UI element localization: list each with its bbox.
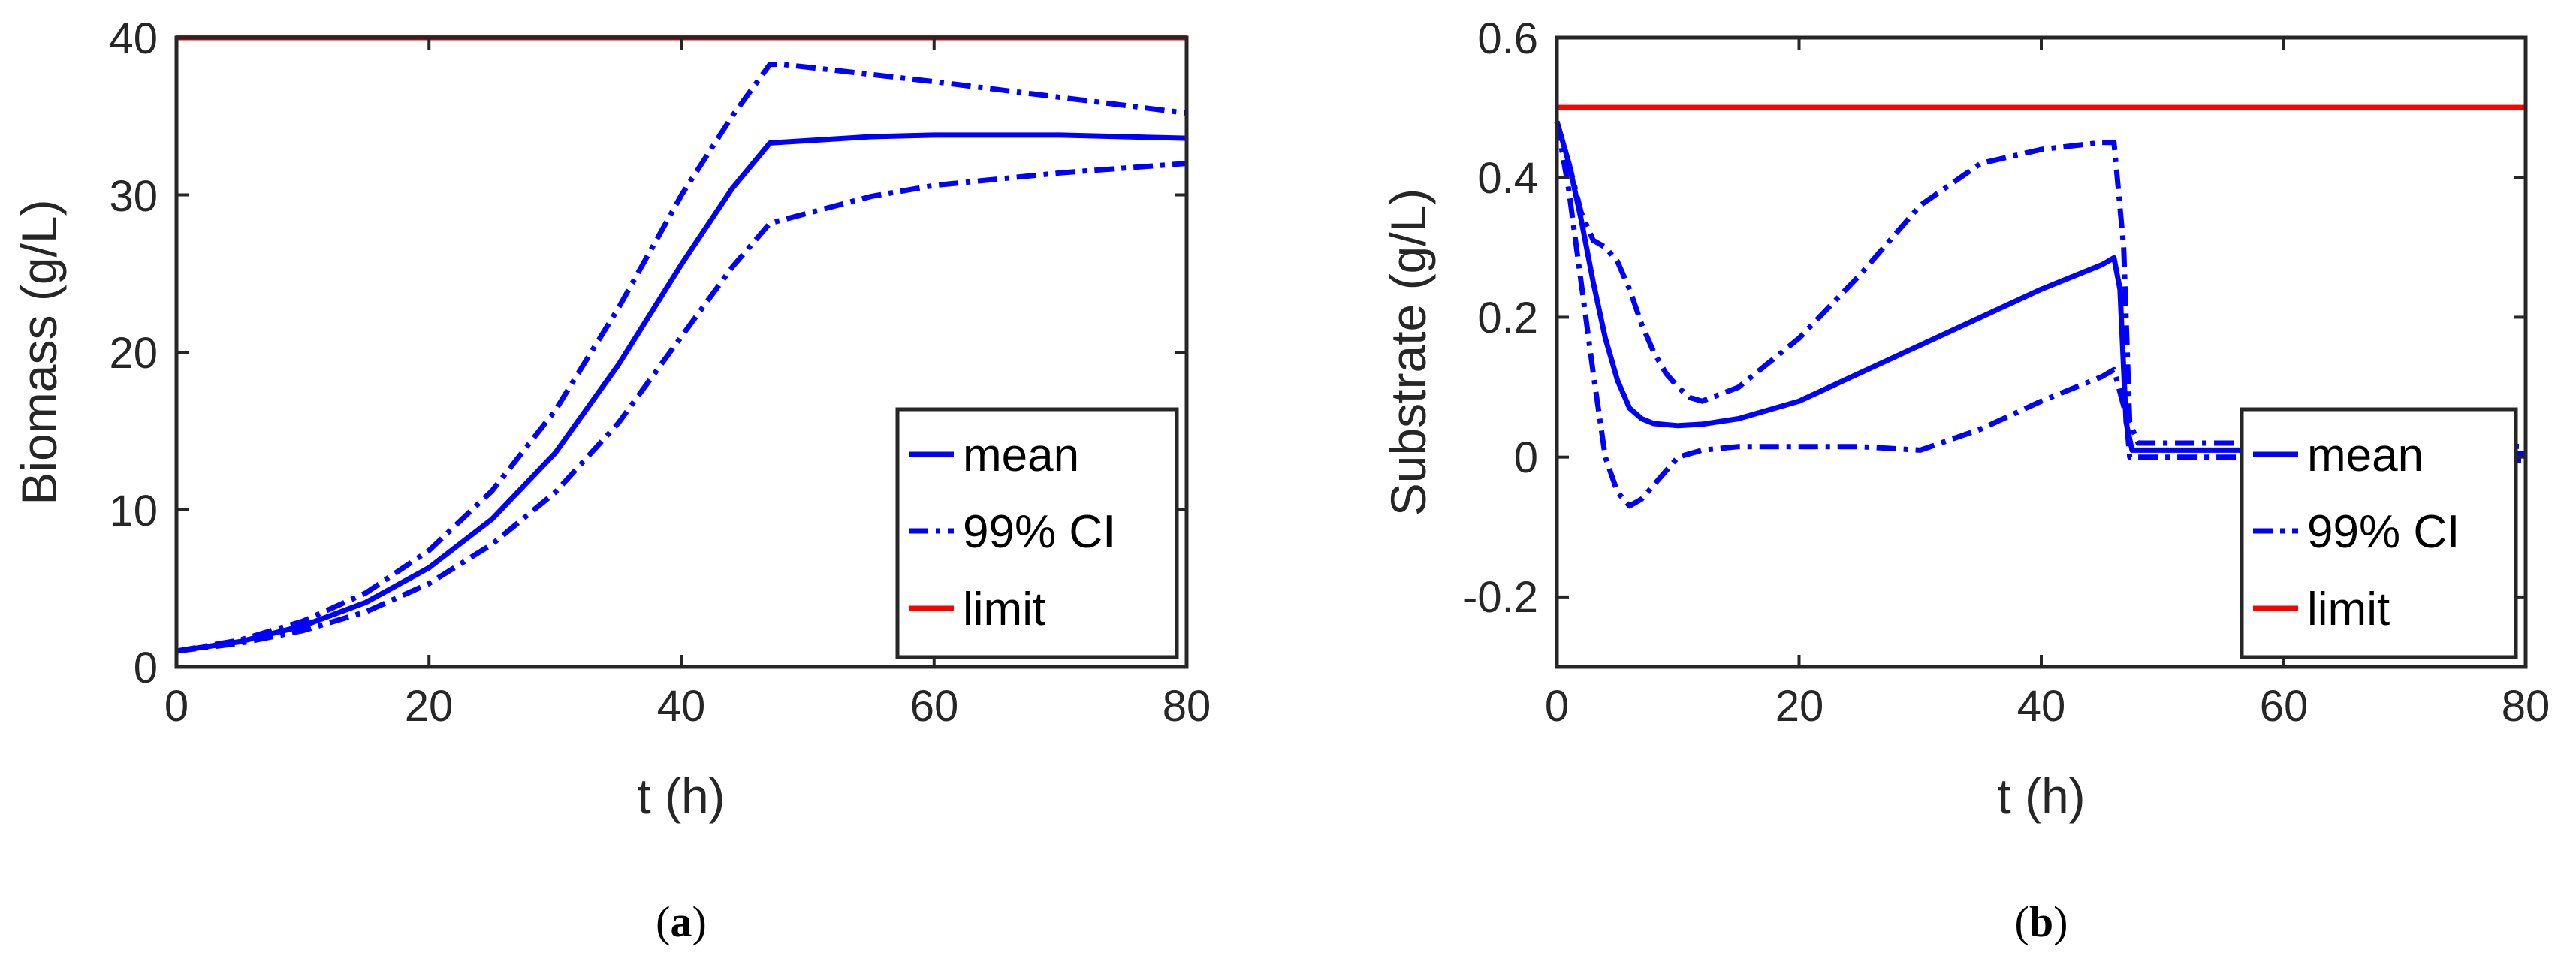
panel-b-ytick-label: 0.2 <box>1477 294 1538 342</box>
panel-b-ytick-label: 0.6 <box>1477 14 1538 63</box>
panel-a-series-99-ci-upper <box>176 62 1187 654</box>
panel-a-ytick-label: 10 <box>109 487 158 535</box>
panel-a-xtick-label: 60 <box>910 682 959 731</box>
panel-a-axes-box <box>174 35 1189 669</box>
panel-a-xtick-label: 40 <box>657 682 706 731</box>
panel-b-ytick-label: -0.2 <box>1463 573 1538 622</box>
panel-b-caption-letter: b <box>2029 897 2053 946</box>
panel-b-ytick-label: 0.4 <box>1477 154 1538 203</box>
panel-a-caption-letter: a <box>671 897 692 946</box>
panel-a-ytick-label: 0 <box>134 644 158 692</box>
panel-a-xtick-label: 80 <box>1163 682 1211 731</box>
panel-b-caption-open: ( <box>2015 897 2029 946</box>
panel-a-ylabel: Biomass (g/L) <box>11 199 67 505</box>
panel-b-series <box>1554 104 2526 509</box>
panel-b-legend: mean 99% CI limit <box>2240 407 2518 659</box>
panel-a-ytick-label: 40 <box>109 14 158 63</box>
panel-b-xtick-label: 20 <box>1775 682 1824 731</box>
panel-b-series-99-ci-upper <box>1554 120 2526 450</box>
panel-a-legend-label-limit: limit <box>963 584 1045 635</box>
panel-a-ytick-label: 20 <box>109 329 158 378</box>
panel-b-legend-box <box>2240 407 2518 659</box>
panel-a-caption-close: ) <box>692 897 707 946</box>
panel-b-xtick-label: 0 <box>1545 682 1569 731</box>
panel-a-xlabel: t (h) <box>637 768 725 824</box>
panel-a-legend: mean 99% CI limit <box>895 407 1179 659</box>
panel-b: -0.2 0 0.2 0.4 0.6 0 20 40 60 80 t (h) S… <box>1380 14 2550 946</box>
panel-a: 0 10 20 30 40 0 20 40 60 80 t (h) Biomas… <box>11 14 1211 946</box>
panel-a-caption: (a) <box>656 897 707 946</box>
panel-b-xlabel: t (h) <box>1997 768 2085 824</box>
panel-b-ytick-label: 0 <box>1514 433 1538 482</box>
panel-b-series-99-ci-lower <box>1554 121 2526 509</box>
panel-a-legend-label-ci: 99% CI <box>963 506 1115 558</box>
panel-b-legend-label-mean: mean <box>2307 430 2424 481</box>
panel-a-xtick-label: 0 <box>164 682 189 731</box>
panel-b-xtick-label: 80 <box>2502 682 2550 731</box>
panel-b-legend-label-limit: limit <box>2307 584 2390 635</box>
panel-a-legend-box <box>895 407 1179 659</box>
panel-b-caption: (b) <box>2015 897 2068 946</box>
panel-b-xtick-label: 40 <box>2017 682 2066 731</box>
panel-a-legend-label-mean: mean <box>963 430 1079 481</box>
panel-b-ylabel: Substrate (g/L) <box>1380 188 1436 517</box>
panel-b-axes-box <box>1555 35 2528 669</box>
panel-b-xtick-label: 60 <box>2260 682 2309 731</box>
panel-b-legend-label-ci: 99% CI <box>2307 506 2460 558</box>
panel-b-caption-close: ) <box>2053 897 2068 946</box>
panel-a-xtick-label: 20 <box>405 682 454 731</box>
panel-a-series-99-ci-lower <box>176 161 1187 654</box>
panel-a-caption-open: ( <box>656 897 670 946</box>
panel-a-series-mean <box>176 132 1187 654</box>
panel-a-ytick-label: 30 <box>109 172 158 221</box>
